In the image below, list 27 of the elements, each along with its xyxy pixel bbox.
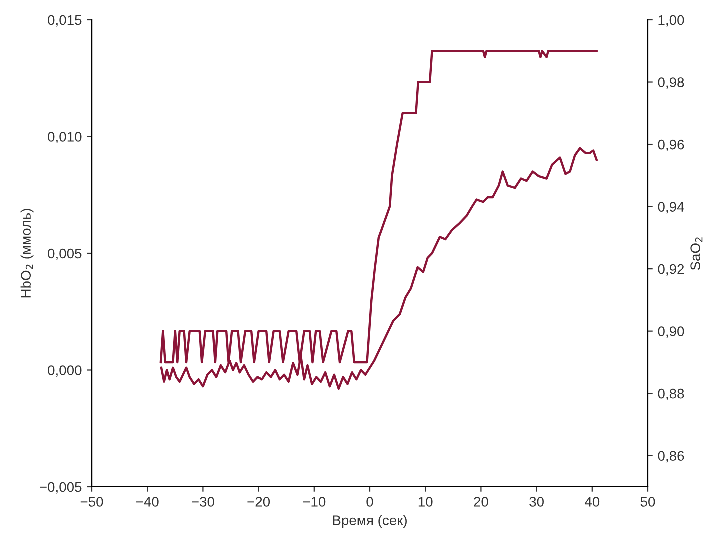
y-tick-label: −0,005 [40, 482, 82, 494]
x-axis-title: Время (сек) [333, 515, 407, 528]
x-tick-label: −10 [303, 497, 326, 507]
x-tick-label: 0 [366, 497, 374, 507]
y2-tick-label: 0,98 [658, 78, 684, 90]
x-tick-label: 30 [530, 497, 544, 507]
x-tick-label: 40 [584, 497, 600, 507]
y-axis-title: HbO$_{2}$ (ммоль) [20, 209, 34, 298]
y2-tick-label: 1,00 [658, 15, 684, 27]
y2-tick-label: 0,96 [658, 140, 684, 152]
y-tick-label: 0,000 [48, 366, 82, 378]
y-tick-label: 0,010 [48, 132, 82, 144]
x-tick-label: −50 [80, 497, 104, 507]
y2-tick-label: 0,92 [658, 264, 684, 276]
y2-tick-label: 0,88 [658, 388, 684, 400]
x-tick-label: −30 [192, 497, 214, 507]
x-tick-label: 10 [418, 497, 433, 507]
y2-axis-title: SaO$_{2}$ [690, 238, 703, 270]
y-tick-label: 0,005 [48, 248, 82, 260]
x-tick-label: −20 [248, 497, 270, 507]
y2-tick-label: 0,94 [658, 202, 684, 214]
x-tick-label: −40 [136, 497, 159, 507]
y-tick-label: 0,015 [48, 15, 82, 27]
x-tick-label: 20 [474, 497, 488, 507]
x-tick-label: 50 [640, 497, 656, 507]
y2-tick-label: 0,86 [658, 451, 684, 463]
y2-tick-label: 0,90 [658, 326, 684, 338]
